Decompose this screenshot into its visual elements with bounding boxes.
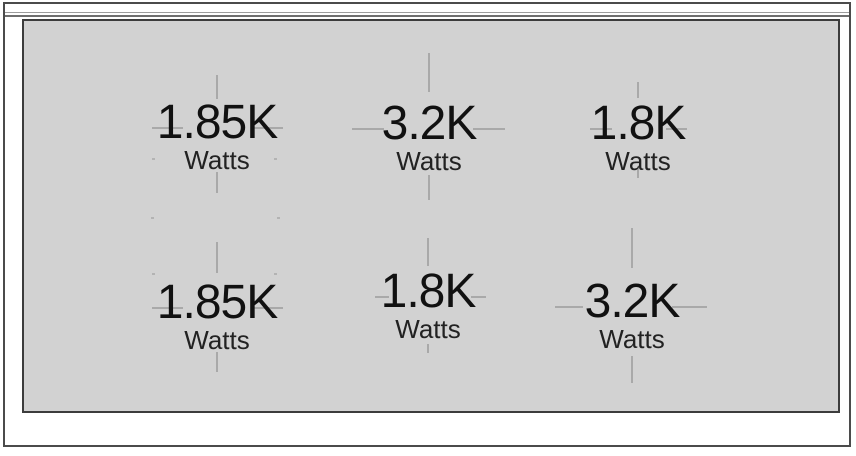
crosshair-icon xyxy=(672,306,707,308)
back-trim-line xyxy=(5,12,849,13)
burner-power-label: 1.85K xyxy=(156,96,278,149)
registration-mark-icon xyxy=(152,158,155,160)
burner-unit-label: Watts xyxy=(599,324,665,354)
crosshair-icon xyxy=(152,307,183,309)
burner-unit-label: Watts xyxy=(395,314,461,344)
crosshair-icon xyxy=(216,172,218,193)
crosshair-icon xyxy=(666,128,687,130)
crosshair-icon xyxy=(216,75,218,99)
burner-power-label: 3.2K xyxy=(584,275,681,328)
burner-power-label: 1.8K xyxy=(380,265,477,318)
registration-mark-icon xyxy=(151,217,154,219)
burner-label: 3.2K Watts xyxy=(319,97,539,176)
crosshair-icon xyxy=(631,228,633,268)
crosshair-icon xyxy=(471,296,486,298)
burner-unit-label: Watts xyxy=(605,146,671,176)
registration-mark-icon xyxy=(274,158,277,160)
burner-unit-label: Watts xyxy=(184,325,250,355)
registration-mark-icon xyxy=(277,217,280,219)
crosshair-icon xyxy=(555,306,583,308)
burner-power-label: 1.8K xyxy=(590,97,687,150)
crosshair-icon xyxy=(375,296,389,298)
cooktop-surface xyxy=(22,19,840,413)
burner-unit-label: Watts xyxy=(396,146,462,176)
crosshair-icon xyxy=(352,128,384,130)
burner-label: 1.85K Watts xyxy=(107,96,327,175)
burner-label: 1.8K Watts xyxy=(528,97,748,176)
burner-unit-label: Watts xyxy=(184,145,250,175)
crosshair-icon xyxy=(252,307,283,309)
crosshair-icon xyxy=(216,242,218,273)
crosshair-icon xyxy=(427,344,429,353)
crosshair-icon xyxy=(637,82,639,98)
crosshair-icon xyxy=(216,352,218,372)
crosshair-icon xyxy=(152,127,183,129)
crosshair-icon xyxy=(473,128,505,130)
burner-power-label: 1.85K xyxy=(156,276,278,329)
back-trim-line xyxy=(5,15,849,17)
burner-label: 3.2K Watts xyxy=(522,275,742,354)
crosshair-icon xyxy=(428,53,430,92)
crosshair-icon xyxy=(590,128,612,130)
crosshair-icon xyxy=(252,127,283,129)
crosshair-icon xyxy=(637,166,639,178)
registration-mark-icon xyxy=(152,273,155,275)
burner-power-label: 3.2K xyxy=(381,97,478,150)
burner-label: 1.85K Watts xyxy=(107,276,327,355)
burner-label: 1.8K Watts xyxy=(318,265,538,344)
crosshair-icon xyxy=(428,175,430,200)
registration-mark-icon xyxy=(274,273,277,275)
crosshair-icon xyxy=(427,238,429,266)
crosshair-icon xyxy=(631,356,633,383)
